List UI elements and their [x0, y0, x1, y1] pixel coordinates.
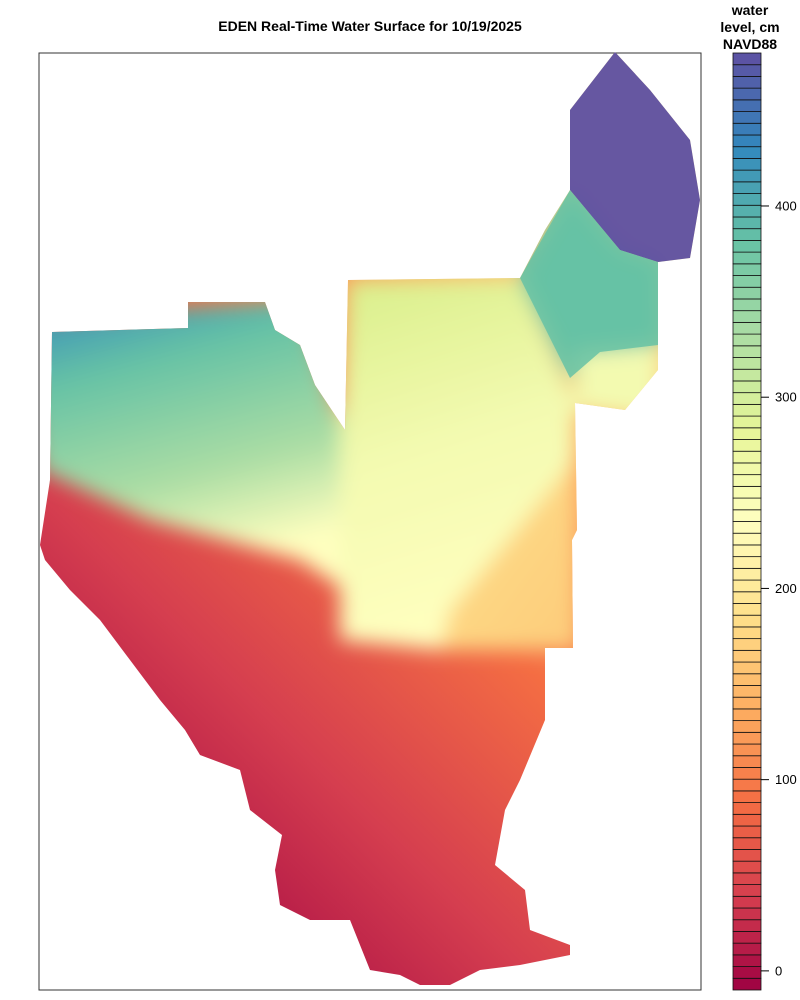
legend-title-line: water [731, 2, 769, 18]
colorbar-bin [732, 907, 762, 921]
colorbar-bin [732, 685, 762, 698]
colorbar-bin [732, 111, 762, 124]
colorbar-bin [732, 134, 762, 148]
central-region [340, 278, 575, 650]
colorbar-bin [732, 591, 762, 604]
colorbar-bin [732, 509, 762, 522]
colorbar-bin [732, 720, 762, 733]
colorbar-bin [732, 380, 762, 394]
east-strip-region [440, 460, 580, 650]
colorbar-bin [732, 649, 762, 663]
colorbar-bin [732, 427, 762, 440]
colorbar-bin [732, 931, 762, 944]
colorbar-bin [732, 521, 762, 534]
colorbar-bin [732, 849, 762, 862]
map-title: EDEN Real-Time Water Surface for 10/19/2… [218, 18, 522, 34]
colorbar-bin [732, 310, 762, 323]
colorbar-tick-label: 100 [775, 772, 797, 787]
colorbar-bin [732, 251, 762, 265]
colorbar-bin [732, 64, 762, 77]
colorbar-bin [732, 884, 762, 897]
colorbar-bin [732, 755, 762, 768]
colorbar-bin [732, 603, 762, 616]
colorbar-bin [732, 860, 762, 874]
colorbar-bin [732, 638, 762, 651]
colorbar-bin [732, 52, 762, 66]
colorbar-bin [732, 626, 762, 640]
colorbar-tick-label: 0 [775, 963, 782, 978]
colorbar-bin [732, 673, 762, 686]
colorbar-bin [732, 462, 762, 476]
colorbar-bin [732, 731, 762, 745]
colorbar-bin [732, 122, 762, 136]
colorbar-bin [732, 403, 762, 417]
colorbar-bin [732, 567, 762, 581]
colorbar-bin [732, 813, 762, 827]
colorbar-bin [732, 263, 762, 276]
colorbar-bin [732, 614, 762, 628]
colorbar-bin [732, 778, 762, 792]
colorbar-bin [732, 99, 762, 112]
colorbar-bin [732, 497, 762, 511]
colorbar-bin [732, 919, 762, 932]
colorbar-bin [732, 485, 762, 499]
colorbar-bin [732, 556, 762, 569]
map-frame [38, 52, 702, 991]
colorbar-bin [732, 181, 762, 194]
colorbar-tick-label: 400 [775, 198, 797, 213]
colorbar-bin [732, 368, 762, 382]
colorbar-ticks: 0 100 200 300 400 [761, 198, 797, 978]
colorbar-bin [732, 357, 762, 370]
legend-title: water level, cm NAVD88 [700, 2, 800, 53]
colorbar-bin [732, 708, 762, 722]
colorbar-bin [732, 333, 762, 347]
colorbar-bin [732, 286, 762, 300]
colorbar-bin [732, 579, 762, 593]
legend-title-line: NAVD88 [722, 36, 778, 52]
legend-title-line: level, cm [720, 19, 780, 35]
colorbar-bin [732, 392, 762, 405]
colorbar-bin [732, 825, 762, 839]
colorbar-bin [732, 321, 762, 335]
colorbar-bin [732, 146, 762, 159]
colorbar-bin [732, 966, 762, 979]
colorbar-tick-label: 200 [775, 581, 797, 596]
colorbar-bin [732, 216, 762, 230]
colorbar-bin [732, 790, 762, 804]
colorbar-bin [732, 193, 762, 206]
colorbar-bin [732, 439, 762, 452]
colorbar-bin [732, 872, 762, 885]
teal-region-core [520, 190, 658, 378]
colorbar-bin [732, 977, 762, 991]
west-region [40, 300, 345, 590]
water-surface [40, 52, 700, 985]
colorbar-bin [732, 169, 762, 183]
colorbar-bin [732, 474, 762, 487]
colorbar-bin [732, 532, 762, 546]
colorbar-bin [732, 837, 762, 850]
colorbar-bin [732, 204, 762, 218]
colorbar-bin [732, 275, 762, 288]
colorbar-bin [732, 743, 762, 757]
colorbar-bin [732, 895, 762, 909]
colorbar-bin [732, 345, 762, 358]
colorbar-bin [732, 87, 762, 101]
colorbar-bin [732, 228, 762, 241]
colorbar-bin [732, 239, 762, 253]
colorbar-bin [732, 415, 762, 429]
colorbar-bin [732, 954, 762, 967]
colorbar-bin [732, 298, 762, 312]
colorbar-bin [732, 661, 762, 675]
colorbar-bin [732, 767, 762, 780]
colorbar-bin [732, 76, 762, 89]
colorbar [732, 52, 762, 991]
colorbar-tick-label: 300 [775, 390, 797, 405]
colorbar-bin [732, 942, 762, 956]
colorbar-bin [732, 544, 762, 558]
colorbar-bin [732, 696, 762, 710]
colorbar-bin [732, 450, 762, 464]
colorbar-bin [732, 158, 762, 171]
colorbar-bin [732, 802, 762, 815]
